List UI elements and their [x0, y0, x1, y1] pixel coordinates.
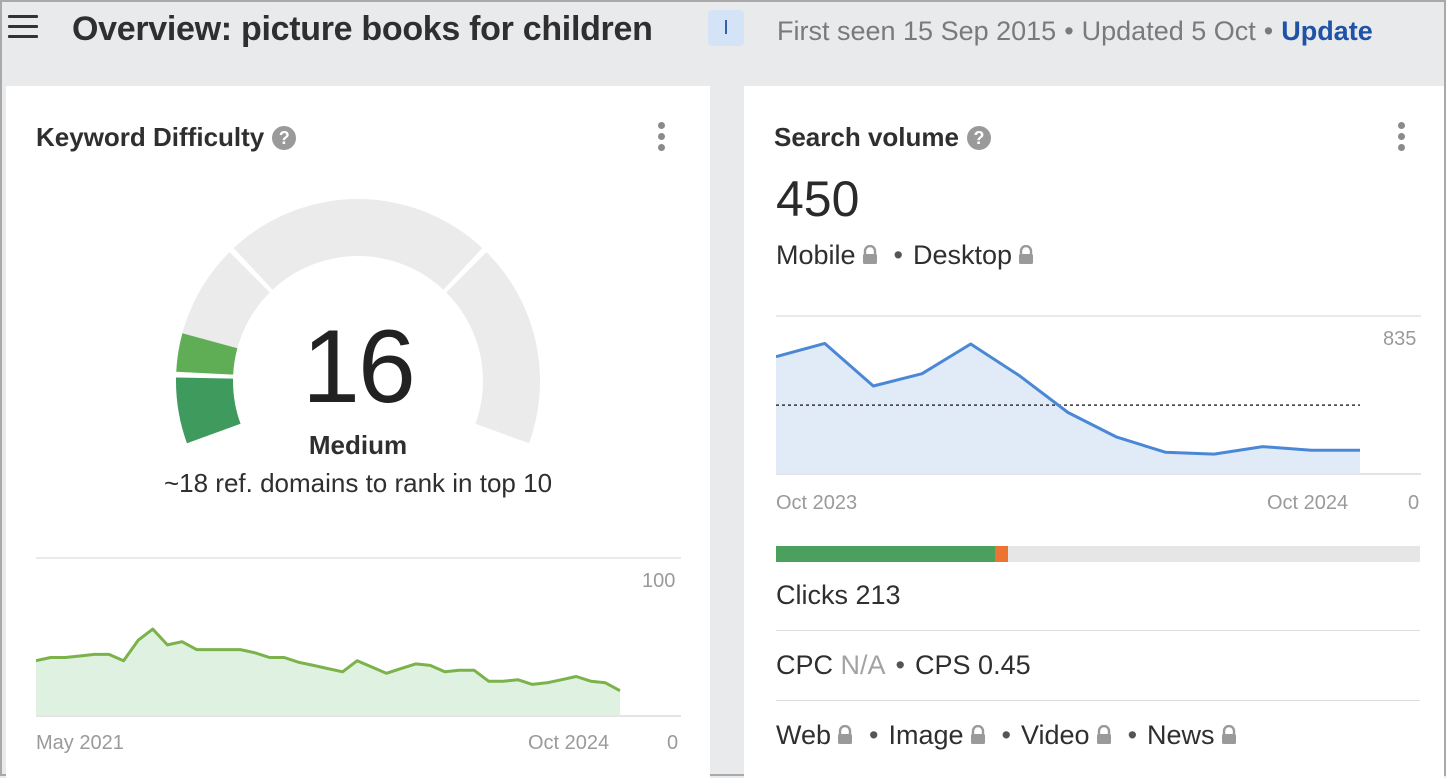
lock-icon[interactable] [862, 241, 878, 272]
sv-y-min-label: 0 [1408, 492, 1420, 514]
search-volume-chart [776, 315, 1421, 475]
keyword-meta: First seen 15 Sep 2015 • Updated 5 Oct • Upd… [777, 16, 1373, 47]
first-seen-text: First seen 15 Sep 2015 [777, 16, 1057, 46]
lock-icon[interactable] [1096, 721, 1112, 752]
update-link[interactable]: Update [1281, 16, 1373, 46]
search-volume-value: 450 [776, 171, 860, 227]
search-volume-card: Search volume? 450 Mobile • Desktop 835 Oc… [744, 86, 1444, 778]
gauge-track-segment [233, 199, 483, 290]
separator-dot: • [1001, 720, 1011, 750]
separator-dot: • [895, 650, 905, 680]
paid-clicks-segment [994, 546, 1008, 562]
kd-y-max-label: 100 [642, 570, 676, 592]
kebab-menu-icon[interactable] [658, 122, 666, 152]
keyword-difficulty-title: Keyword Difficulty? [36, 122, 297, 153]
lock-icon[interactable] [970, 721, 986, 752]
page-title: Overview: picture books for children [72, 10, 653, 48]
device-breakdown: Mobile • Desktop [776, 240, 1040, 272]
sv-x-end-label: Oct 2024 [1267, 492, 1349, 514]
clicks-row: Clicks 213 [776, 580, 1420, 611]
cps-label: CPS [915, 650, 971, 680]
kd-x-end-label: Oct 2024 [528, 732, 610, 754]
separator-dot: • [893, 240, 903, 270]
kd-x-start-label: May 2021 [36, 732, 124, 754]
mobile-label: Mobile [776, 240, 856, 270]
difficulty-history-chart [36, 557, 681, 717]
chart-area [36, 629, 620, 716]
clicks-label: Clicks [776, 580, 848, 610]
serp-type-web: Web [776, 720, 832, 750]
serp-type-image: Image [888, 720, 964, 750]
desktop-label: Desktop [913, 240, 1013, 270]
search-volume-title-text: Search volume [774, 122, 959, 152]
chart-line [776, 341, 1360, 456]
serp-type-news: News [1147, 720, 1215, 750]
cpc-label: CPC [776, 650, 834, 680]
cps-value: 0.45 [978, 650, 1031, 680]
difficulty-subtitle: ~18 ref. domains to rank in top 10 [163, 468, 553, 498]
question-circle-icon[interactable]: ? [966, 126, 991, 150]
organic-clicks-segment [776, 546, 995, 562]
hamburger-menu-icon[interactable] [8, 15, 38, 39]
updated-text: Updated 5 Oct [1081, 16, 1256, 46]
intent-badge[interactable]: I [708, 10, 744, 46]
keyword-difficulty-title-text: Keyword Difficulty [36, 122, 265, 152]
lock-icon[interactable] [1018, 241, 1034, 272]
cpc-value: N/A [840, 650, 886, 680]
separator-dot: • [1263, 16, 1274, 46]
keyword-difficulty-card: Keyword Difficulty? 16 Medium ~18 ref. d… [6, 86, 710, 778]
serp-types-row: Web • Image • Video • News [776, 720, 1420, 752]
lock-icon[interactable] [837, 721, 853, 752]
difficulty-label: Medium [308, 430, 408, 460]
cpc-cps-row: CPC N/A • CPS 0.45 [776, 650, 1420, 681]
difficulty-value: 16 [302, 309, 416, 425]
separator-dot: • [869, 720, 879, 750]
question-circle-icon[interactable]: ? [272, 126, 297, 150]
top-bar: Overview: picture books for children I F… [2, 2, 1444, 84]
serp-type-video: Video [1020, 720, 1090, 750]
chart-area [776, 343, 1360, 474]
separator-dot: • [1064, 16, 1074, 46]
sv-y-max-label: 835 [1383, 328, 1417, 350]
difficulty-gauge [176, 199, 540, 444]
lock-icon[interactable] [1221, 721, 1237, 752]
clicks-value: 213 [855, 580, 901, 610]
divider [776, 700, 1420, 701]
gauge-track-segment [446, 252, 540, 444]
separator-dot: • [1127, 720, 1138, 750]
search-volume-title: Search volume? [774, 122, 991, 153]
gauge-fill-segment [176, 333, 238, 375]
gauge-fill-segment [176, 377, 241, 444]
kd-y-min-label: 0 [667, 732, 679, 754]
clicks-distribution-bar[interactable] [776, 546, 1420, 562]
sv-x-start-label: Oct 2023 [776, 492, 858, 514]
chart-line [36, 627, 621, 693]
kebab-menu-icon[interactable] [1398, 122, 1406, 152]
divider [776, 630, 1420, 631]
